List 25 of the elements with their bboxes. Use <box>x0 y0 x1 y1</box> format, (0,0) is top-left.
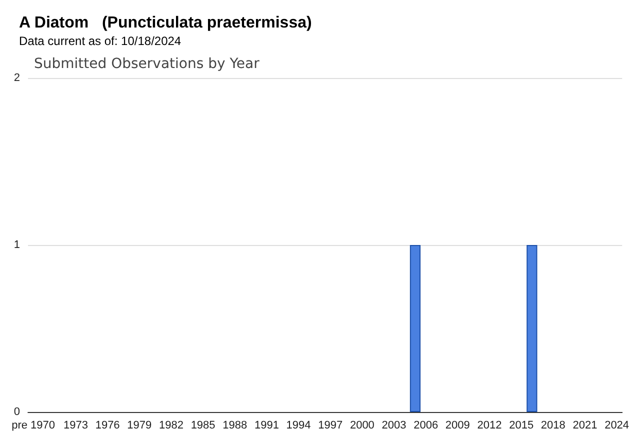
text: Submitted Observations by Year <box>34 56 260 72</box>
x-tick-label: 1994 <box>286 420 311 432</box>
y-tick-label: 1 <box>14 239 20 251</box>
x-tick-label: 1988 <box>222 420 248 432</box>
x-tick-label: 2024 <box>604 420 630 432</box>
x-tick-label: 1979 <box>127 420 152 432</box>
x-tick-label: 2012 <box>477 420 502 432</box>
x-tick-label: 2015 <box>509 420 534 432</box>
x-tick-label: 2021 <box>572 420 598 432</box>
x-tick-label: 2003 <box>382 420 406 432</box>
chart-title: A Diatom (Puncticulata praetermissa) <box>19 14 312 32</box>
x-tick-label: 2009 <box>445 420 470 432</box>
x-tick-label: 2018 <box>540 420 566 432</box>
x-tick-label: 2000 <box>350 420 374 432</box>
chart-subtitle: Data current as of: 10/18/2024 <box>19 34 182 48</box>
x-tick-label: 1985 <box>190 420 216 432</box>
x-tick-label: 1997 <box>318 420 343 432</box>
x-tick-label: 1982 <box>158 420 184 432</box>
y-tick-label: 2 <box>14 72 20 84</box>
x-tick-label: 1976 <box>95 420 120 432</box>
x-tick-label: pre 1970 <box>12 420 56 432</box>
x-tick-label: 2006 <box>414 420 438 432</box>
x-tick-label: 1973 <box>64 420 88 432</box>
x-tick-label: 1991 <box>254 420 279 432</box>
y-tick-label: 0 <box>14 406 20 418</box>
